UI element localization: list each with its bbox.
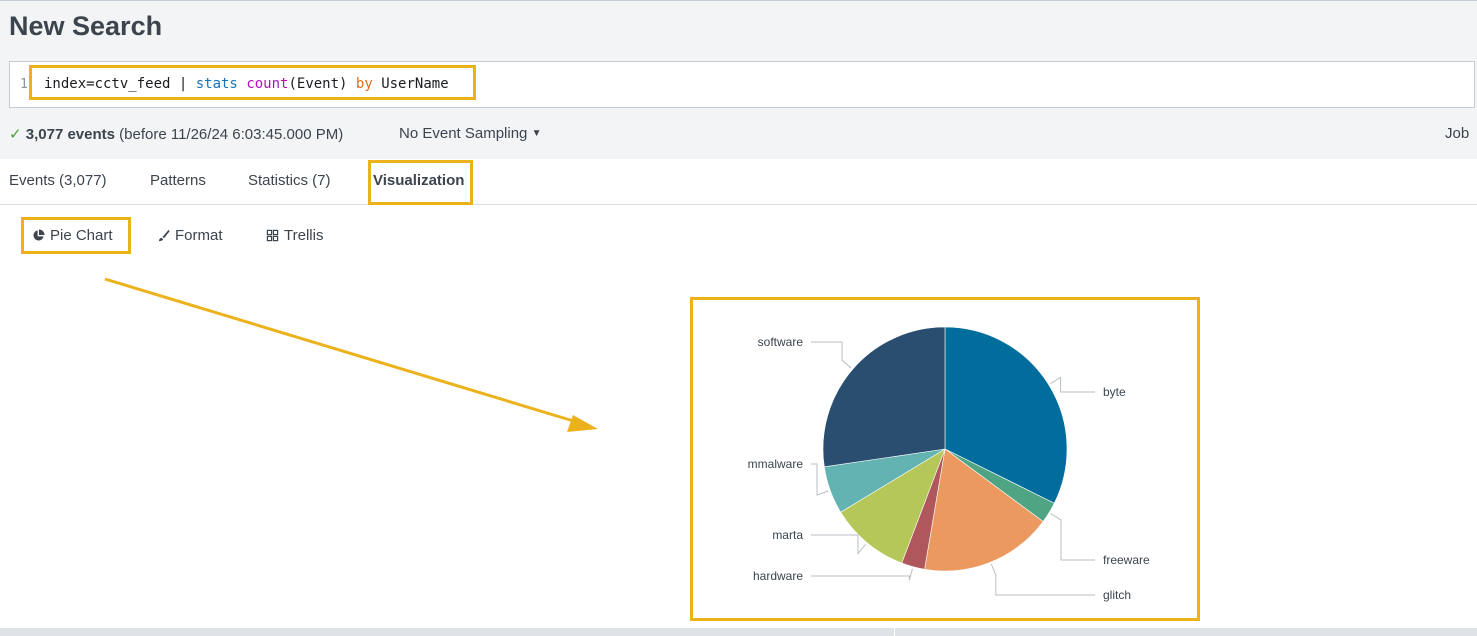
- search-query-editor[interactable]: 1 index=cctv_feed | stats count(Event) b…: [9, 61, 1475, 108]
- tab-visualization[interactable]: Visualization: [373, 172, 465, 189]
- caret-down-icon: ▼: [531, 128, 542, 139]
- job-menu[interactable]: Job: [1445, 125, 1470, 142]
- brush-icon: [158, 229, 170, 242]
- event-sampling-dropdown[interactable]: No Event Sampling ▼: [399, 125, 541, 142]
- trellis-button[interactable]: Trellis: [266, 227, 323, 244]
- panel-split: [894, 628, 895, 636]
- query-arg: (Event): [288, 76, 356, 92]
- event-time-detail: (before 11/26/24 6:03:45.000 PM): [119, 126, 344, 143]
- annotation-arrow: [104, 277, 598, 432]
- event-sampling-label: No Event Sampling: [399, 125, 528, 142]
- tab-patterns[interactable]: Patterns: [150, 172, 206, 189]
- chart-type-highlight-box: [21, 217, 131, 254]
- event-count: 3,077 events: [25, 126, 115, 143]
- chart-type-button[interactable]: Pie Chart: [32, 227, 113, 244]
- leader-line-mmalware: [811, 463, 829, 496]
- leader-line-glitch: [990, 563, 1095, 596]
- pie-slice-marta[interactable]: [840, 448, 946, 564]
- pie-label-hardware: hardware: [753, 569, 803, 583]
- results-tabs: Events (3,077) Patterns Statistics (7) V…: [0, 159, 1477, 205]
- pie-slice-software[interactable]: [822, 326, 946, 468]
- trellis-label: Trellis: [284, 227, 324, 244]
- query-function: count: [246, 76, 289, 92]
- pie-label-glitch: glitch: [1103, 588, 1131, 602]
- tab-highlight-box: [368, 160, 473, 205]
- pie-slice-glitch[interactable]: [924, 448, 1044, 572]
- pie-label-freeware: freeware: [1103, 553, 1150, 567]
- bottom-panel-divider: [0, 628, 1477, 636]
- query-index: index=cctv_feed |: [44, 76, 196, 92]
- pie-label-mmalware: mmalware: [748, 457, 804, 471]
- line-number: 1: [20, 77, 28, 92]
- pie-chart-icon: [33, 229, 45, 241]
- tab-statistics[interactable]: Statistics (7): [248, 172, 331, 189]
- check-icon: ✓: [9, 126, 22, 143]
- search-query-text[interactable]: index=cctv_feed | stats count(Event) by …: [44, 76, 449, 92]
- query-field: UserName: [372, 76, 449, 92]
- leader-line-byte: [1050, 376, 1095, 393]
- grid-icon: [266, 229, 279, 242]
- leader-line-hardware: [811, 568, 913, 581]
- tab-events[interactable]: Events (3,077): [9, 172, 107, 189]
- format-button[interactable]: Format: [157, 227, 223, 244]
- pie-slice-byte[interactable]: [944, 326, 1068, 504]
- chart-type-label: Pie Chart: [50, 227, 113, 244]
- query-highlight-box: [29, 65, 476, 100]
- pie-chart[interactable]: byte freeware glitch hardware marta mmalware s…: [693, 300, 1197, 618]
- pie-label-marta: marta: [772, 528, 803, 542]
- query-command: stats: [195, 76, 238, 92]
- leader-line-marta: [811, 534, 867, 555]
- pie-label-software: software: [758, 335, 804, 349]
- event-status: ✓ 3,077 events (before 11/26/24 6:03:45.…: [9, 125, 343, 143]
- page-title: New Search: [9, 11, 163, 41]
- leader-line-software: [811, 341, 852, 369]
- format-label: Format: [175, 227, 223, 244]
- pie-label-byte: byte: [1103, 385, 1126, 399]
- leader-line-freeware: [1050, 513, 1095, 561]
- search-header: New Search 1 index=cctv_feed | stats cou…: [0, 0, 1477, 159]
- query-keyword: by: [355, 76, 373, 92]
- chart-highlight-box: byte freeware glitch hardware marta mmalware s…: [690, 297, 1200, 621]
